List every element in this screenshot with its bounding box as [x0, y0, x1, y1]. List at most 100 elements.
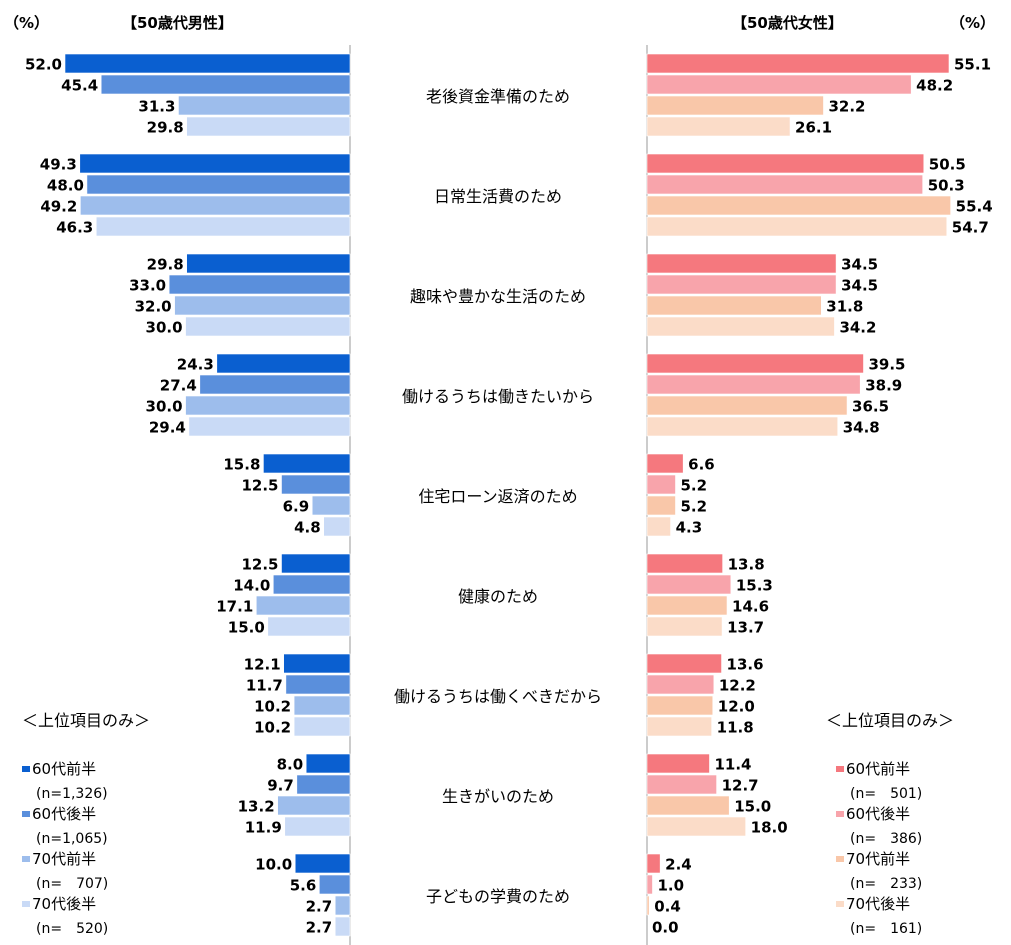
bar: [647, 754, 709, 773]
bar: [335, 917, 350, 936]
data-label: 52.0: [25, 56, 62, 74]
data-label: 15.3: [736, 577, 773, 595]
data-label: 55.1: [954, 56, 991, 74]
legend-sample-size: (n= 233): [850, 876, 922, 892]
bar: [324, 517, 350, 536]
bar: [101, 75, 350, 94]
bar: [200, 375, 350, 394]
bar: [647, 675, 714, 694]
data-label: 33.0: [129, 277, 166, 295]
data-label: 39.5: [868, 356, 905, 374]
category-label: 生きがいのため: [442, 787, 554, 806]
bar: [647, 696, 713, 715]
legend-note-right: ＜上位項目のみ＞: [826, 711, 954, 730]
bar: [647, 396, 847, 415]
legend-swatch: [836, 766, 844, 772]
data-label: 30.0: [146, 398, 183, 416]
bar: [268, 617, 350, 636]
bar: [647, 117, 790, 136]
data-label: 14.6: [732, 598, 769, 616]
data-label: 48.0: [47, 177, 84, 195]
bar: [647, 617, 722, 636]
bar: [80, 196, 350, 215]
unit-label-left: （%）: [4, 14, 49, 32]
bar: [189, 417, 350, 436]
data-label: 6.6: [688, 456, 715, 474]
data-label: 27.4: [160, 377, 197, 395]
bar: [284, 654, 350, 673]
legend-note-left: ＜上位項目のみ＞: [22, 711, 150, 730]
data-label: 34.2: [839, 319, 876, 337]
bar: [647, 96, 823, 115]
bar: [647, 517, 671, 536]
legend-sample-size: (n=1,326): [36, 786, 108, 802]
data-label: 34.8: [843, 419, 880, 437]
data-label: 2.7: [306, 919, 333, 937]
bar: [647, 354, 863, 373]
bar: [281, 554, 350, 573]
data-label: 17.1: [216, 598, 253, 616]
legend-sample-size: (n= 520): [36, 921, 108, 937]
bar: [263, 454, 350, 473]
bar: [647, 296, 821, 315]
data-label: 13.7: [727, 619, 764, 637]
data-label: 55.4: [956, 198, 993, 216]
bar: [285, 817, 350, 836]
data-label: 12.0: [718, 698, 755, 716]
bar: [647, 175, 923, 194]
data-label: 48.2: [916, 77, 953, 95]
bar: [647, 254, 836, 273]
data-label: 49.3: [40, 156, 77, 174]
data-label: 11.7: [246, 677, 283, 695]
data-label: 34.5: [841, 256, 878, 274]
bar: [273, 575, 350, 594]
data-label: 8.0: [277, 756, 304, 774]
data-label: 15.0: [228, 619, 265, 637]
data-label: 34.5: [841, 277, 878, 295]
data-label: 45.4: [61, 77, 98, 95]
data-label: 2.4: [665, 856, 692, 874]
bar: [647, 896, 649, 915]
data-label: 14.0: [233, 577, 270, 595]
bar: [647, 475, 676, 494]
legend-swatch: [836, 901, 844, 907]
bar: [647, 454, 683, 473]
data-label: 10.2: [254, 698, 291, 716]
data-label: 5.2: [681, 498, 708, 516]
data-label: 4.8: [294, 519, 321, 537]
bar: [217, 354, 350, 373]
bar: [647, 417, 838, 436]
data-label: 10.0: [255, 856, 292, 874]
bar: [647, 596, 727, 615]
category-label: 趣味や豊かな生活のため: [410, 287, 586, 306]
data-label: 11.9: [245, 819, 282, 837]
bar: [647, 817, 746, 836]
bar: [647, 875, 652, 894]
unit-label-right: （%）: [950, 14, 995, 32]
data-label: 0.0: [652, 919, 679, 937]
bar: [312, 496, 350, 515]
category-label: 働けるうちは働くべきだから: [394, 687, 602, 706]
legend-sample-size: (n= 161): [850, 921, 922, 937]
category-label: 老後資金準備のため: [426, 87, 570, 106]
legend-sample-size: (n= 386): [850, 831, 922, 847]
bar: [87, 175, 350, 194]
data-label: 9.7: [267, 777, 294, 795]
legend-series-name: 70代前半: [32, 850, 96, 868]
category-label: 健康のため: [458, 587, 538, 606]
bar: [80, 154, 350, 173]
data-label: 1.0: [657, 877, 684, 895]
bar: [65, 54, 350, 73]
bar: [175, 296, 350, 315]
legend-sample-size: (n=1,065): [36, 831, 108, 847]
bar: [186, 317, 350, 336]
legend-sample-size: (n= 501): [850, 786, 922, 802]
data-label: 2.7: [306, 898, 333, 916]
data-label: 13.8: [728, 556, 765, 574]
bar: [647, 496, 676, 515]
data-label: 18.0: [751, 819, 788, 837]
bar: [647, 796, 729, 815]
bar: [647, 854, 660, 873]
data-label: 13.6: [727, 656, 764, 674]
bar: [647, 275, 836, 294]
